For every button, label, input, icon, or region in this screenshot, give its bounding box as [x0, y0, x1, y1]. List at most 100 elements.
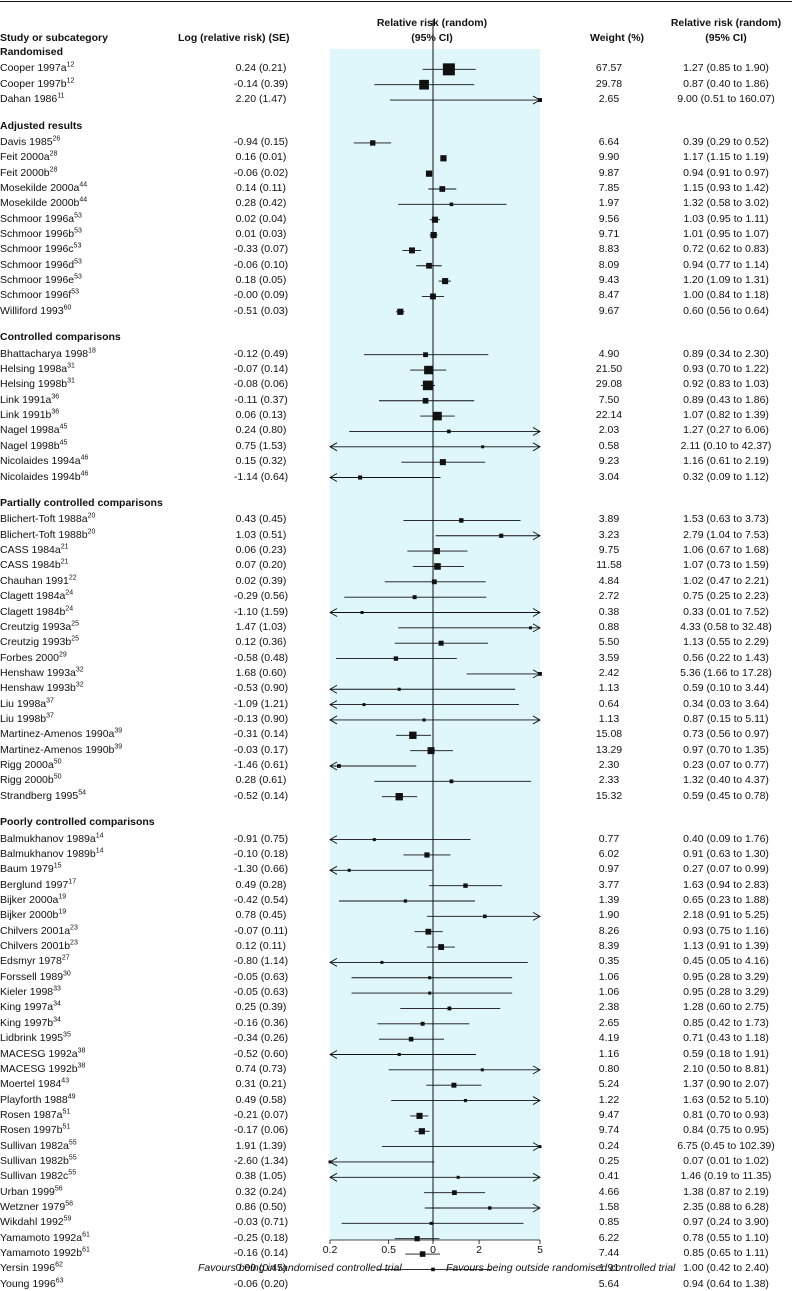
log-rr-se: -0.12 (0.49): [233, 347, 289, 360]
study-name: Cooper 1997b12: [0, 77, 75, 90]
x-tick-label: 0: [430, 1244, 436, 1256]
point-estimate: [481, 445, 485, 449]
rr-ci-value: 0.23 (0.07 to 0.77): [683, 759, 769, 771]
point-estimate: [451, 1082, 457, 1088]
point-estimate: [395, 793, 403, 801]
study-name: Schmoor 1996b53: [0, 227, 82, 241]
ci-arrow-right: [532, 911, 541, 921]
weight-value: 2.03: [598, 424, 620, 437]
study-name: Schmoor 1996a53: [0, 212, 82, 225]
point-estimate: [459, 518, 464, 523]
weight-value: 3.89: [598, 513, 620, 526]
study-name: Dahan 198611: [0, 92, 65, 106]
rr-ci-value: 0.33 (0.01 to 7.52): [683, 605, 769, 618]
log-rr-se: 0.74 (0.73): [235, 1062, 287, 1075]
weight-value: 1.91: [598, 1262, 620, 1275]
point-estimate: [428, 991, 432, 995]
weight-value: 9.71: [598, 228, 620, 241]
ci-arrow-right: [532, 715, 541, 725]
study-name: Link 1991b36: [0, 408, 60, 422]
rr-ci-value: 0.93 (0.75 to 1.16): [683, 924, 769, 937]
rr-ci-value: 4.33 (0.58 to 32.48): [680, 620, 772, 633]
log-rr-se: -0.34 (0.26): [233, 1032, 289, 1045]
rr-ci-value: 0.39 (0.29 to 0.52): [683, 135, 769, 148]
rr-ci-value: 1.03 (0.95 to 1.11): [683, 212, 769, 225]
log-rr-se: 1.47 (1.03): [235, 620, 287, 633]
log-rr-se: -1.30 (0.66): [233, 863, 289, 876]
weight-value: 5.50: [598, 636, 620, 649]
log-rr-se: -0.91 (0.75): [233, 832, 289, 845]
rr-ci-value: 0.85 (0.65 to 1.11): [683, 1247, 769, 1260]
point-estimate: [433, 411, 442, 421]
point-estimate: [431, 216, 439, 223]
log-rr-se: -1.46 (0.61): [233, 759, 289, 771]
log-rr-se: 1.68 (0.60): [235, 666, 287, 679]
weight-value: 6.22: [598, 1231, 620, 1244]
rr-ci-value: 0.97 (0.70 to 1.35): [683, 743, 769, 756]
study-name: Helsing 1998a31: [0, 362, 75, 376]
point-estimate: [449, 202, 454, 207]
weight-value: 67.57: [595, 62, 623, 75]
rr-ci-value: 0.87 (0.15 to 5.11): [683, 712, 769, 725]
rr-ci-value: 0.85 (0.42 to 1.73): [683, 1016, 769, 1029]
weight-value: 8.09: [598, 258, 620, 271]
point-estimate: [456, 1175, 460, 1179]
header-study: Study or subcategory: [0, 32, 108, 44]
weight-value: 0.80: [598, 1062, 620, 1075]
study-name: Sullivan 1982c55: [0, 1169, 77, 1183]
rr-ci-value: 1.63 (0.94 to 2.83): [683, 878, 769, 891]
ci-arrow-right: [532, 427, 541, 436]
log-rr-se: 0.15 (0.32): [235, 455, 287, 468]
point-estimate: [328, 1160, 332, 1164]
weight-value: 15.08: [595, 728, 623, 741]
study-name: Schmoor 1996e53: [0, 273, 82, 287]
weight-value: 9.56: [598, 212, 620, 225]
study-name: Clagett 1984a24: [0, 589, 74, 603]
point-estimate: [434, 563, 441, 570]
point-estimate: [438, 640, 444, 646]
point-estimate: [408, 1036, 414, 1042]
rr-ci-value: 1.13 (0.91 to 1.39): [683, 940, 769, 953]
study-name: Liu 1998a37: [0, 697, 54, 710]
weight-value: 1.58: [598, 1201, 620, 1213]
weight-value: 8.47: [598, 289, 620, 302]
study-name: Playforth 198849: [0, 1093, 76, 1106]
study-name: Cooper 1997a12: [0, 61, 75, 75]
log-rr-se: -0.11 (0.37): [234, 393, 288, 406]
footer-left-label: Favours being in randomised controlled t…: [198, 1262, 402, 1274]
log-rr-se: 0.49 (0.28): [235, 878, 287, 891]
rr-ci-value: 0.27 (0.07 to 0.99): [683, 863, 769, 876]
study-name: Forbes 200029: [0, 651, 67, 664]
rr-ci-value: 1.13 (0.55 to 2.29): [683, 636, 769, 649]
point-estimate: [442, 63, 455, 76]
weight-value: 0.97: [598, 863, 620, 876]
study-name: Balmukhanov 1989b14: [0, 847, 104, 860]
log-rr-se: 0.18 (0.05): [235, 274, 287, 287]
point-estimate: [488, 1206, 492, 1210]
log-rr-se: -0.58 (0.48): [233, 651, 289, 664]
rr-ci-value: 0.81 (0.70 to 0.93): [683, 1108, 769, 1121]
log-rr-se: -0.05 (0.63): [233, 970, 289, 983]
weight-value: 3.59: [598, 651, 620, 664]
point-estimate: [538, 671, 542, 676]
log-rr-se: 0.12 (0.36): [235, 636, 287, 649]
weight-value: 9.47: [598, 1108, 620, 1121]
study-name: Feit 2000a28: [0, 150, 58, 164]
log-rr-se: -1.09 (1.21): [233, 697, 289, 710]
rr-ci-value: 0.84 (0.75 to 0.95): [683, 1124, 769, 1137]
log-rr-se: -0.29 (0.56): [233, 590, 289, 603]
ci-arrow-left: [329, 715, 338, 725]
log-rr-se: -2.60 (1.34): [233, 1154, 289, 1167]
point-estimate: [480, 1068, 484, 1072]
rr-ci-value: 0.97 (0.24 to 3.90): [683, 1216, 769, 1229]
x-tick-label: 0.5: [381, 1244, 396, 1256]
weight-value: 4.19: [598, 1032, 620, 1045]
rr-ci-value: 5.36 (1.66 to 17.28): [680, 666, 772, 679]
rr-ci-value: 0.75 (0.25 to 2.23): [683, 590, 769, 603]
point-estimate: [442, 278, 449, 285]
study-name: MACESG 1992b38: [0, 1062, 86, 1075]
weight-value: 9.75: [598, 544, 620, 557]
weight-value: 11.58: [596, 559, 622, 572]
group-heading: Partially controlled comparisons: [0, 497, 163, 510]
rr-ci-value: 9.00 (0.51 to 160.07): [677, 93, 775, 106]
